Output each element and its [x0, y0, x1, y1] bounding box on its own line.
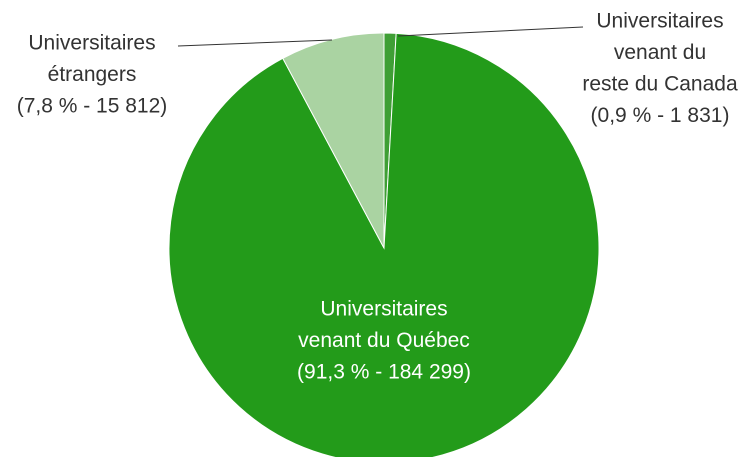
slice-label: reste du Canada	[582, 73, 738, 96]
value-label: (91,3 % - 184 299)	[297, 361, 471, 384]
value-label: (0,9 % - 1 831)	[591, 104, 730, 127]
pie-slice	[168, 32, 600, 457]
pie-slice	[282, 32, 385, 249]
slice-label: Universitaires	[596, 10, 723, 33]
slice-label: Universitaires	[320, 298, 447, 321]
slice-label: venant du Québec	[298, 329, 470, 352]
leader-line	[177, 39, 333, 47]
slice-label: Universitaires	[28, 32, 155, 55]
slice-label: étrangers	[48, 63, 137, 86]
value-label: (7,8 % - 15 812)	[17, 95, 168, 118]
slice-label: venant du	[614, 41, 706, 64]
leader-line	[397, 26, 584, 37]
